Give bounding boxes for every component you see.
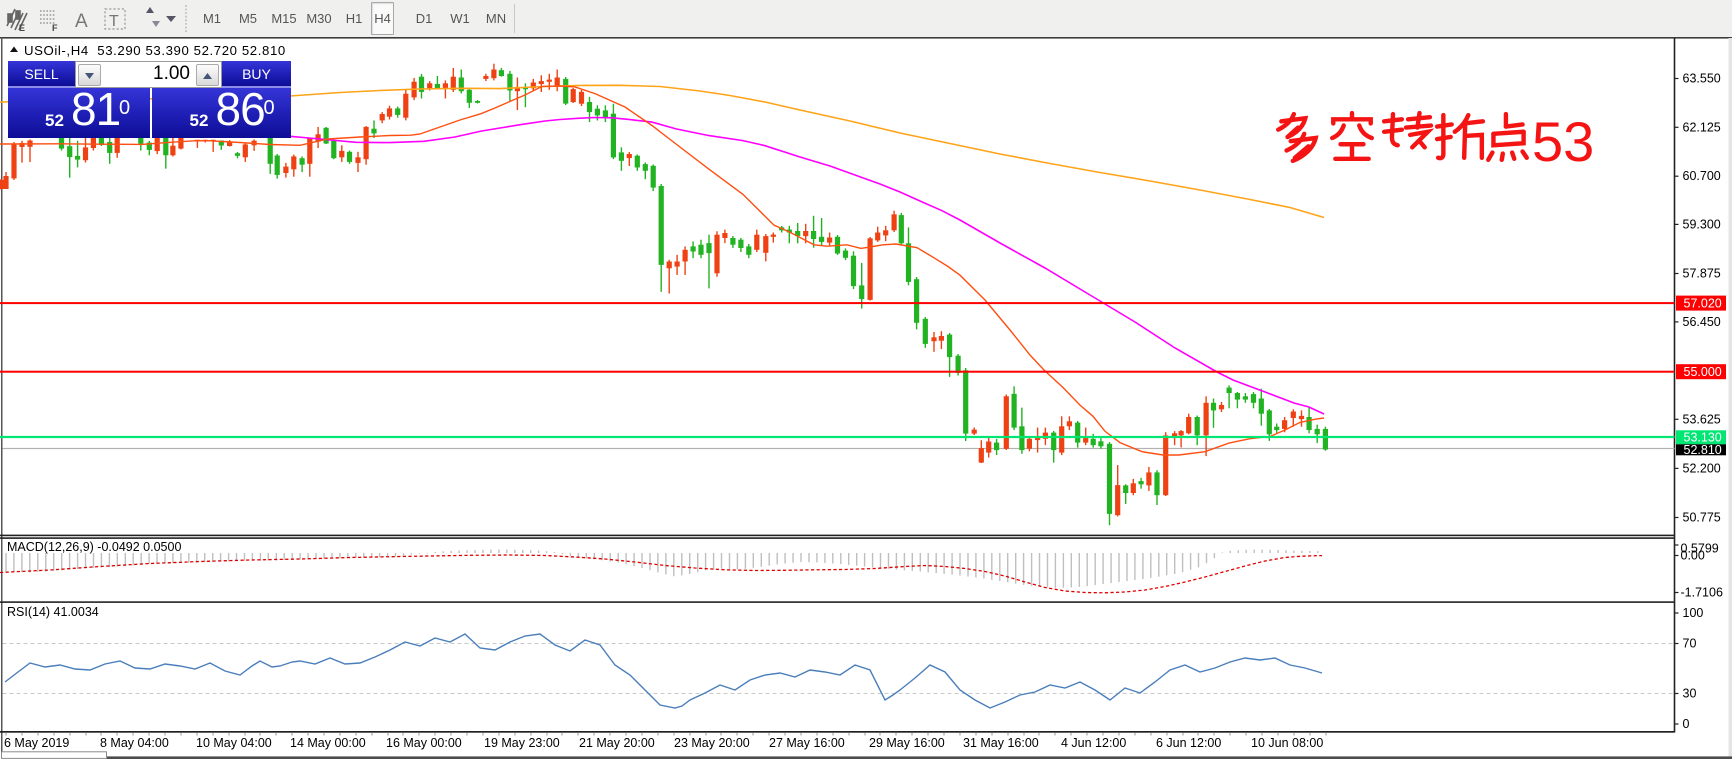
svg-text:10 May 04:00: 10 May 04:00 [196, 736, 272, 750]
svg-text:60.700: 60.700 [1683, 169, 1721, 183]
svg-text:29 May 16:00: 29 May 16:00 [869, 736, 945, 750]
svg-text:57.020: 57.020 [1684, 297, 1722, 311]
svg-text:52.810: 52.810 [1684, 443, 1722, 457]
svg-text:53: 53 [1532, 110, 1594, 173]
svg-text:50.775: 50.775 [1683, 511, 1721, 525]
svg-text:62.125: 62.125 [1683, 120, 1721, 134]
svg-text:MACD(12,26,9) -0.0492 0.0500: MACD(12,26,9) -0.0492 0.0500 [7, 540, 181, 554]
svg-text:55.000: 55.000 [1684, 365, 1722, 379]
svg-text:F: F [52, 23, 58, 33]
svg-text:16 May 00:00: 16 May 00:00 [386, 736, 462, 750]
svg-text:10 Jun 08:00: 10 Jun 08:00 [1251, 736, 1323, 750]
svg-text:52.200: 52.200 [1683, 461, 1721, 475]
svg-text:8 May 04:00: 8 May 04:00 [100, 736, 169, 750]
svg-text:USOil-,H4 53.290 53.390 52.72: USOil-,H4 53.290 53.390 52.720 52.810 [24, 43, 286, 58]
svg-text:6 May 2019: 6 May 2019 [4, 736, 69, 750]
svg-text:0.5799: 0.5799 [1681, 542, 1719, 556]
svg-text:0.00: 0.00 [1681, 549, 1705, 563]
svg-text:19 May 23:00: 19 May 23:00 [484, 736, 560, 750]
svg-text:E: E [19, 23, 25, 33]
svg-text:56.450: 56.450 [1683, 315, 1721, 329]
svg-text:57.875: 57.875 [1683, 267, 1721, 281]
svg-text:59.300: 59.300 [1683, 217, 1721, 231]
svg-text:RSI(14) 41.0034: RSI(14) 41.0034 [7, 605, 99, 619]
svg-text:0: 0 [1683, 717, 1690, 731]
svg-text:100: 100 [1683, 606, 1704, 620]
svg-text:53.625: 53.625 [1683, 412, 1721, 426]
svg-text:-1.7106: -1.7106 [1681, 586, 1723, 600]
svg-text:53.130: 53.130 [1684, 431, 1722, 445]
svg-text:T: T [109, 13, 119, 30]
svg-text:27 May 16:00: 27 May 16:00 [769, 736, 845, 750]
svg-text:70: 70 [1683, 637, 1697, 651]
svg-text:63.550: 63.550 [1683, 72, 1721, 86]
svg-text:31 May 16:00: 31 May 16:00 [963, 736, 1039, 750]
svg-text:6 Jun 12:00: 6 Jun 12:00 [1156, 736, 1221, 750]
svg-text:14 May 00:00: 14 May 00:00 [290, 736, 366, 750]
svg-text:A: A [75, 11, 88, 32]
svg-text:30: 30 [1683, 687, 1697, 701]
svg-text:21 May 20:00: 21 May 20:00 [579, 736, 655, 750]
svg-text:23 May 20:00: 23 May 20:00 [674, 736, 750, 750]
svg-text:4 Jun 12:00: 4 Jun 12:00 [1061, 736, 1126, 750]
